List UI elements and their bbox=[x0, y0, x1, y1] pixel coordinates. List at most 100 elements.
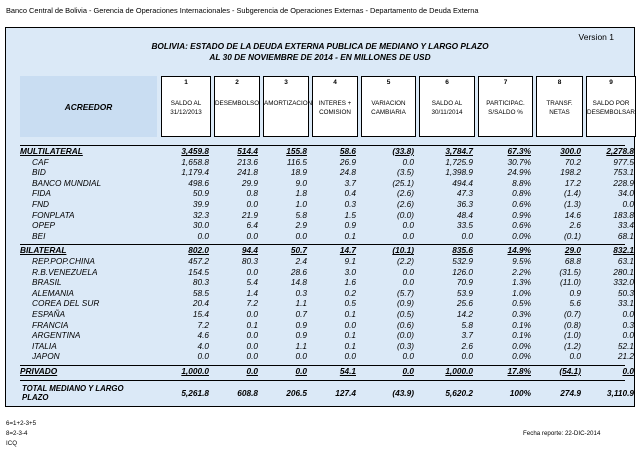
cell-col-1: 1,658.8 bbox=[181, 156, 209, 167]
cell-col-8: (11.0) bbox=[559, 277, 581, 288]
cell-col-2: 6.4 bbox=[246, 220, 258, 231]
cell-col-7: 30.7% bbox=[507, 156, 531, 167]
column-label: INTERES + COMISION bbox=[318, 100, 352, 116]
cell-col-4: 54.1 bbox=[339, 366, 356, 376]
formula-1: 6=1+2-3+5 bbox=[6, 420, 37, 427]
cell-col-7: 9.5% bbox=[512, 256, 531, 266]
cell-col-4: 1.5 bbox=[344, 209, 356, 220]
total-col-8: 274.9 bbox=[560, 388, 581, 398]
cell-col-3: 0.0 bbox=[295, 351, 307, 362]
creditor-name: BILATERAL bbox=[20, 245, 67, 256]
column-number: 4 bbox=[333, 79, 337, 86]
cell-col-2: 0.0 bbox=[246, 266, 258, 277]
table-row: ARGENTINA 4.6 0.0 0.9 0.1 (0.0) 3.7 0.1% (1.0) 0.… bbox=[20, 330, 634, 341]
cell-col-4: 0.0 bbox=[344, 319, 356, 330]
cell-col-9: 52.1 bbox=[617, 340, 634, 351]
cell-col-5: 0.0 bbox=[402, 156, 414, 167]
table-row: OPEP 30.0 6.4 2.9 0.9 0.0 33.5 0.6% 2.6 33.4 bbox=[20, 220, 634, 231]
column-label: VARIACION CAMBIARIA bbox=[371, 100, 406, 116]
creditor-name: R.B.VENEZUELA bbox=[32, 266, 98, 277]
column-number: 3 bbox=[284, 79, 288, 86]
cell-col-8: 29.0 bbox=[564, 245, 581, 256]
cell-col-8: 2.6 bbox=[569, 220, 581, 231]
cell-col-8: 0.9 bbox=[569, 287, 581, 298]
cell-col-8: (31.5) bbox=[559, 266, 581, 277]
column-header-6: 6 SALDO AL 30/11/2014 bbox=[419, 76, 475, 137]
creditor-name: CAF bbox=[32, 156, 49, 167]
cell-col-3: 0.0 bbox=[295, 230, 307, 241]
section-row: PRIVADO 1,000.0 0.0 0.0 54.1 0.0 1,000.0 17.8% (… bbox=[20, 366, 634, 377]
cell-col-2: 0.0 bbox=[246, 340, 258, 351]
table-row: BID 1,179.4 241.8 18.9 24.8 (3.5) 1,398.9 24.9%… bbox=[20, 167, 634, 178]
cell-col-4: 24.8 bbox=[339, 167, 356, 178]
cell-col-6: 47.3 bbox=[456, 188, 473, 199]
cell-col-4: 0.1 bbox=[344, 309, 356, 319]
cell-col-5: 0.0 bbox=[402, 220, 414, 231]
cell-col-5: (2.2) bbox=[396, 256, 414, 266]
cell-col-2: 213.6 bbox=[237, 156, 258, 167]
cell-col-4: 0.0 bbox=[344, 351, 356, 362]
cell-col-9: 0.0 bbox=[622, 366, 634, 376]
column-number: 7 bbox=[503, 79, 508, 86]
column-header-9: 9 SALDO POR DESEMBOLSAR bbox=[586, 76, 636, 137]
cell-col-4: 58.6 bbox=[339, 146, 356, 156]
cell-col-6: 1,725.9 bbox=[445, 156, 473, 167]
table-row: ESPAÑA 15.4 0.0 0.7 0.1 (0.5) 14.2 0.3% (0.7) 0.0 bbox=[20, 309, 634, 320]
column-number: 9 bbox=[609, 79, 613, 86]
cell-col-6: 2.6 bbox=[461, 340, 473, 351]
version-label: Version 1 bbox=[578, 32, 614, 42]
cell-col-1: 80.3 bbox=[192, 277, 209, 288]
cell-col-9: 0.0 bbox=[622, 199, 634, 209]
acreedor-header: ACREEDOR bbox=[20, 76, 157, 137]
total-col-2: 608.8 bbox=[237, 388, 258, 398]
cell-col-7: 0.9% bbox=[512, 209, 531, 220]
creditor-name: BRASIL bbox=[32, 277, 62, 288]
cell-col-8: (0.1) bbox=[563, 230, 581, 241]
header-breadcrumb: Banco Central de Bolivia - Gerencia de O… bbox=[6, 6, 479, 15]
cell-col-3: 1.8 bbox=[295, 188, 307, 199]
cell-col-9: 68.1 bbox=[617, 230, 634, 241]
cell-col-2: 0.0 bbox=[246, 309, 258, 319]
cell-col-4: 0.5 bbox=[344, 298, 356, 309]
creditor-name: JAPON bbox=[32, 351, 60, 362]
cell-col-9: 183.8 bbox=[613, 209, 634, 220]
total-col-5: (43.9) bbox=[392, 388, 414, 398]
column-number: 2 bbox=[235, 79, 239, 86]
total-col-7: 100% bbox=[509, 388, 531, 398]
table-row: REP.POP.CHINA 457.2 80.3 2.4 9.1 (2.2) 532.9 9.… bbox=[20, 256, 634, 267]
cell-col-5: 0.0 bbox=[402, 351, 414, 362]
cell-col-9: 332.0 bbox=[613, 277, 634, 288]
cell-col-1: 1,179.4 bbox=[181, 167, 209, 178]
cell-col-6: 0.0 bbox=[461, 351, 473, 362]
cell-col-3: 14.8 bbox=[290, 277, 307, 288]
column-header-3: 3 AMORTIZACION bbox=[263, 76, 312, 137]
cell-col-8: (1.0) bbox=[563, 330, 581, 341]
table-row: R.B.VENEZUELA 154.5 0.0 28.6 3.0 0.0 126.0 2.2%… bbox=[20, 266, 634, 278]
cell-col-1: 15.4 bbox=[192, 309, 209, 319]
cell-col-9: 977.5 bbox=[613, 156, 634, 167]
cell-col-3: 0.7 bbox=[295, 309, 307, 319]
cell-col-6: 3.7 bbox=[461, 330, 473, 341]
creditor-name: ITALIA bbox=[32, 340, 57, 351]
cell-col-7: 0.6% bbox=[512, 199, 531, 209]
table-row: COREA DEL SUR 20.4 7.2 1.1 0.5 (0.9) 25.6 0.5% 5… bbox=[20, 298, 634, 309]
cell-col-2: 241.8 bbox=[237, 167, 258, 178]
cell-col-5: 0.0 bbox=[402, 230, 414, 241]
cell-col-1: 50.9 bbox=[192, 188, 209, 199]
cell-col-8: (54.1) bbox=[559, 366, 581, 376]
cell-col-6: 5.8 bbox=[461, 319, 473, 330]
cell-col-3: 0.9 bbox=[295, 319, 307, 330]
cell-col-5: (5.7) bbox=[396, 287, 414, 298]
cell-col-2: 0.0 bbox=[246, 199, 258, 209]
total-col-1: 5,261.8 bbox=[181, 388, 209, 398]
cell-col-4: 9.1 bbox=[344, 256, 356, 266]
column-label: TRANSF. NETAS bbox=[546, 100, 573, 116]
column-label: DESEMBOLSO bbox=[215, 100, 260, 107]
column-label: SALDO AL 31/12/2013 bbox=[170, 100, 202, 116]
cell-col-8: (1.2) bbox=[563, 340, 581, 351]
cell-col-7: 1.0% bbox=[512, 287, 531, 298]
cell-col-5: (0.3) bbox=[396, 340, 414, 351]
column-number: 8 bbox=[557, 79, 562, 86]
cell-col-4: 3.7 bbox=[344, 177, 356, 188]
cell-col-1: 30.0 bbox=[192, 220, 209, 231]
